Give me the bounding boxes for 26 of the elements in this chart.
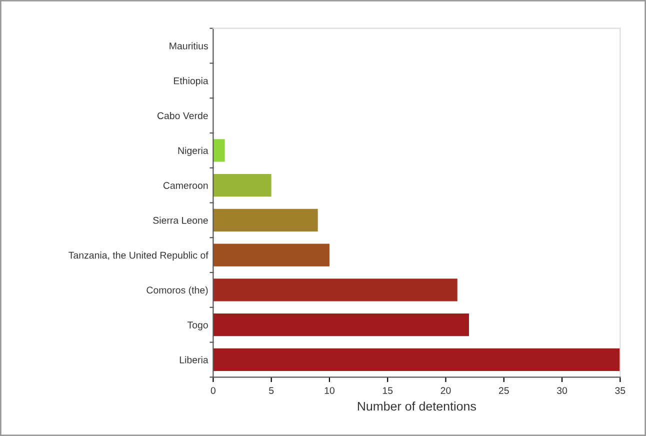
x-tick-label: 5: [269, 387, 274, 394]
y-tick-label: Mauritius: [170, 42, 208, 50]
x-tick-label: 35: [615, 387, 626, 394]
bar: [213, 174, 272, 197]
y-tick-label: Togo: [187, 322, 208, 330]
y-tick-label: Cabo Verde: [157, 112, 208, 120]
y-tick-label: Nigeria: [178, 146, 208, 156]
x-tick-label: 25: [498, 387, 509, 394]
y-tick-label: Ethiopia: [174, 77, 208, 86]
bar: [213, 348, 620, 372]
x-tick-label: 0: [210, 387, 216, 394]
y-tick-label: Cameroon: [163, 182, 208, 189]
x-tick-label: 30: [556, 387, 568, 394]
y-tick-label: Sierra Leone: [153, 216, 208, 224]
x-tick-label: 10: [324, 387, 334, 394]
x-tick-label: 20: [440, 387, 451, 394]
bar: [213, 278, 458, 302]
x-tick-label: 15: [382, 387, 393, 394]
bar: [213, 208, 318, 232]
y-tick-label: Comoros (the): [146, 286, 208, 296]
y-tick-label: Tanzania, the United Republic of: [68, 252, 208, 261]
bar: [213, 139, 225, 162]
y-tick-label: Liberia: [180, 356, 208, 364]
bar: [213, 313, 469, 336]
bar: [213, 244, 330, 266]
x-axis-title: Number of detentions: [358, 401, 476, 411]
